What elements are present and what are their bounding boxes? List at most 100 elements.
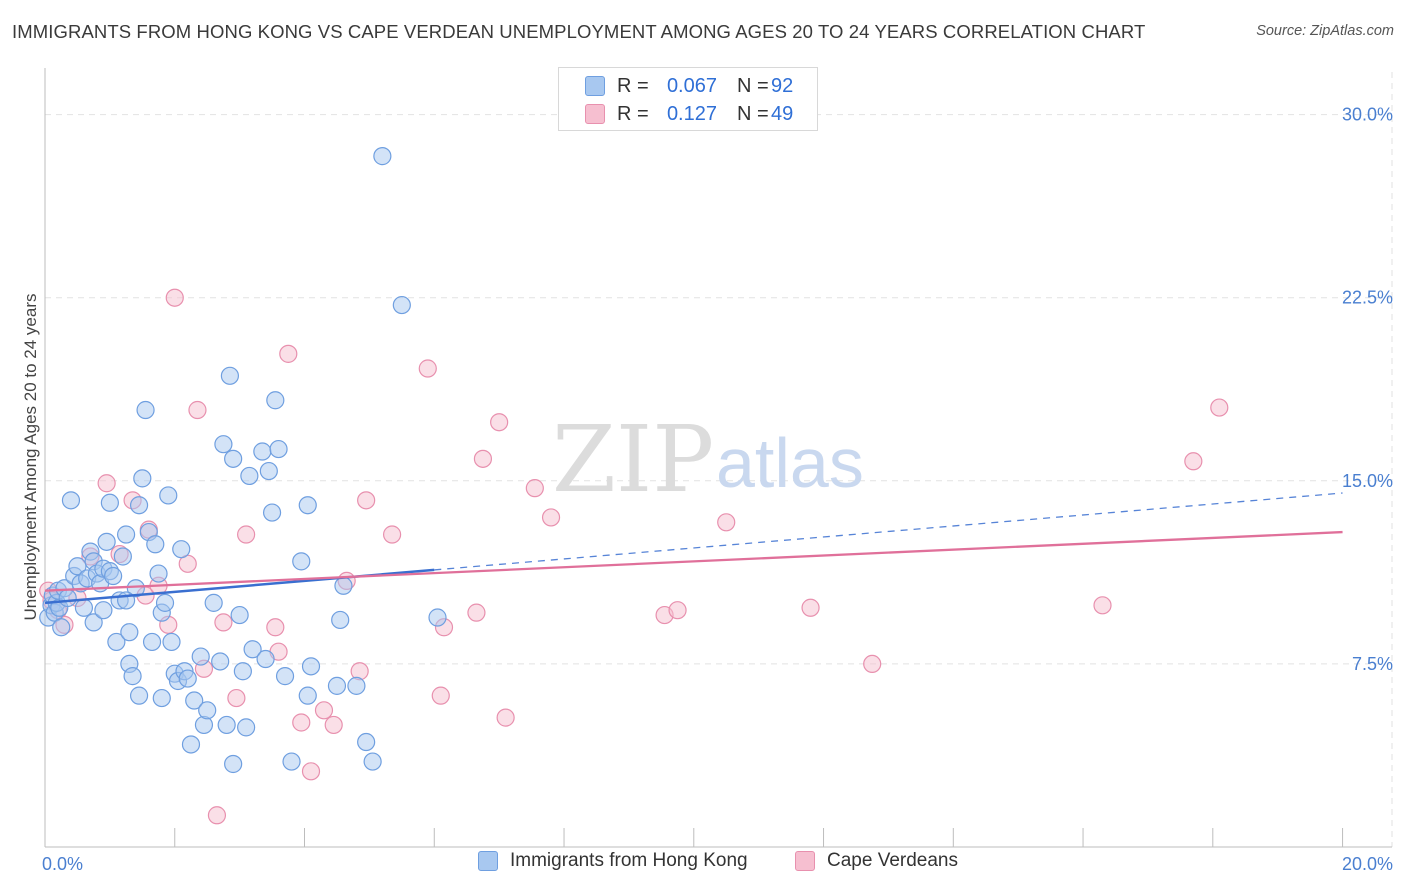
watermark-zip: ZIP xyxy=(552,406,714,513)
data-point-blue xyxy=(282,752,301,771)
data-point-blue xyxy=(269,439,288,459)
legend-n-label: N = xyxy=(737,102,769,125)
legend-n-label: N = xyxy=(737,74,769,97)
data-point-blue xyxy=(334,576,353,595)
data-point-blue xyxy=(220,366,240,385)
data-point-blue xyxy=(275,667,295,686)
data-point-blue xyxy=(126,579,145,598)
legend-row-blue: R = 0.067 N = 92 xyxy=(585,73,793,99)
data-point-pink xyxy=(97,474,116,493)
data-point-blue xyxy=(211,652,230,671)
data-point-blue xyxy=(301,657,321,676)
legend-r-label: R = xyxy=(617,74,649,97)
data-point-pink xyxy=(496,708,515,727)
data-point-pink xyxy=(324,715,343,735)
legend-swatch-pink xyxy=(585,104,605,124)
data-point-pink xyxy=(668,601,687,620)
y-tick-label: 30.0% xyxy=(1342,105,1393,125)
data-point-blue xyxy=(142,632,162,652)
data-point-blue xyxy=(217,715,236,735)
bottom-legend-label-pink: Cape Verdeans xyxy=(827,850,958,871)
data-point-pink xyxy=(473,449,493,468)
x-tick-label: 0.0% xyxy=(42,854,83,874)
data-point-blue xyxy=(259,461,278,481)
data-point-blue xyxy=(136,400,155,420)
y-axis-label: Unemployment Among Ages 20 to 24 years xyxy=(21,294,40,621)
tick-labels: 7.5% 15.0% 22.5% 30.0% 0.0% 20.0% xyxy=(42,105,1393,874)
data-point-pink xyxy=(431,686,450,705)
legend-r-value-blue: 0.067 xyxy=(666,74,717,97)
data-point-blue xyxy=(149,564,168,583)
data-point-blue xyxy=(224,449,243,468)
data-point-blue xyxy=(298,496,317,515)
data-point-blue xyxy=(262,503,282,522)
stats-legend: R = 0.067 N = 92 R = 0.127 N = 49 xyxy=(558,67,818,131)
data-point-blue xyxy=(84,613,103,632)
data-point-blue xyxy=(159,486,178,505)
data-point-blue xyxy=(133,469,152,488)
data-point-blue xyxy=(178,669,197,688)
trend-line-blue-dashed xyxy=(434,492,1343,571)
trend-lines xyxy=(44,492,1343,605)
legend-n-value-blue: 92 xyxy=(771,74,794,97)
data-point-pink xyxy=(525,479,544,498)
data-point-blue xyxy=(363,752,382,771)
data-point-pink xyxy=(214,613,233,632)
data-point-blue xyxy=(123,667,142,686)
data-point-blue xyxy=(94,601,113,620)
data-point-blue xyxy=(428,608,447,627)
data-point-blue xyxy=(243,640,262,659)
data-point-pink xyxy=(237,525,256,544)
data-point-blue xyxy=(230,605,249,625)
data-point-pink xyxy=(1093,596,1112,615)
data-point-blue xyxy=(237,718,256,737)
data-point-pink xyxy=(279,344,298,363)
data-point-blue xyxy=(172,540,191,559)
data-point-blue xyxy=(292,552,311,571)
data-point-blue xyxy=(392,295,411,315)
data-point-blue xyxy=(327,676,347,695)
data-point-blue xyxy=(298,686,317,705)
data-point-blue xyxy=(233,662,252,681)
data-point-blue xyxy=(224,754,243,774)
data-point-blue xyxy=(214,435,233,454)
data-point-blue xyxy=(155,593,175,612)
axes xyxy=(44,68,1392,848)
chart-title: IMMIGRANTS FROM HONG KONG VS CAPE VERDEA… xyxy=(12,21,1146,42)
data-point-blue xyxy=(198,701,217,720)
data-point-blue xyxy=(113,547,132,566)
trend-line-pink xyxy=(44,530,1343,592)
legend-r-label: R = xyxy=(617,102,649,125)
data-point-blue xyxy=(152,688,171,708)
data-point-blue xyxy=(104,566,123,586)
data-point-pink xyxy=(801,598,820,617)
data-point-blue xyxy=(240,466,259,486)
data-point-pink xyxy=(1210,398,1229,417)
x-tick-label: 20.0% xyxy=(1342,854,1393,874)
y-tick-label: 22.5% xyxy=(1342,288,1393,308)
data-point-pink xyxy=(490,413,509,432)
data-point-blue xyxy=(204,593,223,612)
data-point-pink xyxy=(165,288,184,307)
y-tick-label: 15.0% xyxy=(1342,471,1393,491)
data-point-pink xyxy=(314,701,334,720)
data-point-blue xyxy=(100,493,119,512)
data-point-blue xyxy=(120,623,139,642)
data-point-blue xyxy=(253,442,272,461)
data-point-blue xyxy=(162,632,181,652)
data-point-pink xyxy=(301,762,321,781)
bottom-legend-label-blue: Immigrants from Hong Kong xyxy=(510,850,748,871)
data-point-pink xyxy=(207,806,227,825)
bottom-legend-swatch-pink xyxy=(795,851,815,871)
data-point-blue xyxy=(194,715,214,735)
data-point-pink xyxy=(541,508,561,527)
data-point-blue xyxy=(331,610,350,630)
data-point-blue xyxy=(181,735,201,754)
bottom-legend-pink: Cape Verdeans xyxy=(795,850,958,872)
data-point-pink xyxy=(357,491,376,510)
data-point-blue xyxy=(68,557,87,576)
data-point-blue xyxy=(116,525,136,544)
data-point-blue xyxy=(256,649,275,669)
data-point-blue xyxy=(107,632,126,652)
